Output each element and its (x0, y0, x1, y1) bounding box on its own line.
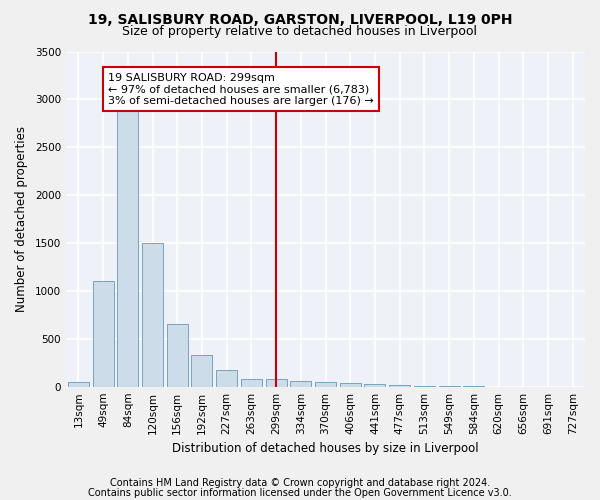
Bar (167, 324, 188, 386)
Text: 19 SALISBURY ROAD: 299sqm
← 97% of detached houses are smaller (6,783)
3% of sem: 19 SALISBURY ROAD: 299sqm ← 97% of detac… (108, 72, 374, 106)
Text: Contains HM Land Registry data © Crown copyright and database right 2024.: Contains HM Land Registry data © Crown c… (110, 478, 490, 488)
Bar (216, 370, 237, 386)
Bar (389, 385, 410, 386)
Bar (118, 104, 139, 387)
Text: Size of property relative to detached houses in Liverpool: Size of property relative to detached ho… (122, 25, 478, 38)
Text: Contains public sector information licensed under the Open Government Licence v3: Contains public sector information licen… (88, 488, 512, 498)
Bar (340, 384, 361, 386)
Bar (191, 355, 212, 386)
X-axis label: Distribution of detached houses by size in Liverpool: Distribution of detached houses by size … (172, 442, 479, 455)
Bar (68, 382, 89, 386)
Bar (92, 282, 113, 387)
Bar (364, 384, 385, 386)
Bar (241, 378, 262, 386)
Y-axis label: Number of detached properties: Number of detached properties (15, 126, 28, 312)
Bar (266, 378, 287, 386)
Bar (142, 243, 163, 386)
Bar (290, 381, 311, 386)
Text: 19, SALISBURY ROAD, GARSTON, LIVERPOOL, L19 0PH: 19, SALISBURY ROAD, GARSTON, LIVERPOOL, … (88, 12, 512, 26)
Bar (315, 382, 336, 386)
